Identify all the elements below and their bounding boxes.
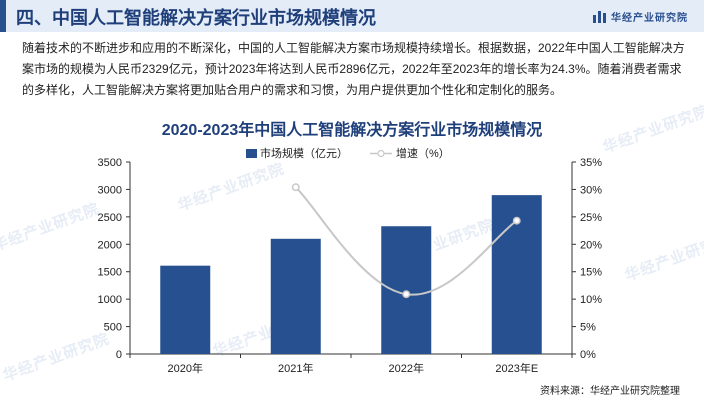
legend-line-swatch bbox=[370, 149, 392, 157]
y-right-tick-label: 20% bbox=[580, 239, 602, 251]
x-tick-label: 2023年E bbox=[495, 361, 538, 375]
source-note: 资料来源：华经产业研究院整理 bbox=[540, 386, 680, 397]
y-left-tick-label: 500 bbox=[104, 322, 122, 334]
brand-name: 华经产业研究院 bbox=[611, 13, 688, 24]
growth-point bbox=[512, 216, 521, 225]
x-tick-label: 2021年 bbox=[278, 361, 313, 375]
y-left-tick-label: 2000 bbox=[98, 239, 122, 251]
legend-bar-swatch bbox=[246, 148, 257, 158]
section-title: 四、中国人工智能解决方案行业市场规模情况 bbox=[16, 8, 376, 28]
y-right-tick-label: 30% bbox=[580, 184, 602, 196]
y-right-tick-label: 10% bbox=[580, 294, 602, 306]
section-header: 四、中国人工智能解决方案行业市场规模情况 华经产业研究院 bbox=[0, 0, 704, 32]
y-left-tick-label: 1500 bbox=[98, 267, 122, 279]
bar bbox=[270, 238, 321, 354]
y-left-tick-label: 1000 bbox=[98, 294, 122, 306]
intro-paragraph: 随着技术的不断进步和应用的不断深化，中国的人工智能解决方案市场规模持续增长。根据… bbox=[22, 41, 685, 97]
y-right-tick-label: 35% bbox=[580, 157, 602, 169]
brand-logo-icon bbox=[593, 10, 606, 23]
bar bbox=[160, 265, 211, 354]
y-left-tick-label: 3500 bbox=[98, 157, 122, 169]
chart-title: 2020-2023年中国人工智能解决方案行业市场规模情况 bbox=[161, 122, 543, 139]
legend-label-line: 增速（%） bbox=[396, 148, 450, 160]
y-right-tick-label: 15% bbox=[580, 267, 602, 279]
growth-point bbox=[291, 183, 300, 192]
y-left-tick-label: 2500 bbox=[98, 212, 122, 224]
x-tick-label: 2022年 bbox=[389, 361, 424, 375]
bar bbox=[381, 226, 432, 354]
legend-label-bar: 市场规模（亿元） bbox=[260, 148, 348, 160]
brand: 华经产业研究院 bbox=[593, 9, 688, 24]
header-accent-bar bbox=[0, 0, 6, 32]
chart-legend: 市场规模（亿元） 增速（%） bbox=[246, 145, 450, 161]
x-tick-label: 2020年 bbox=[168, 361, 203, 375]
growth-point bbox=[402, 290, 411, 299]
y-right-tick-label: 5% bbox=[580, 322, 596, 334]
y-right-tick-label: 25% bbox=[580, 212, 602, 224]
y-left-tick-label: 3000 bbox=[98, 184, 122, 196]
y-right-tick-label: 0% bbox=[580, 349, 596, 361]
y-left-tick-label: 0 bbox=[116, 349, 122, 361]
